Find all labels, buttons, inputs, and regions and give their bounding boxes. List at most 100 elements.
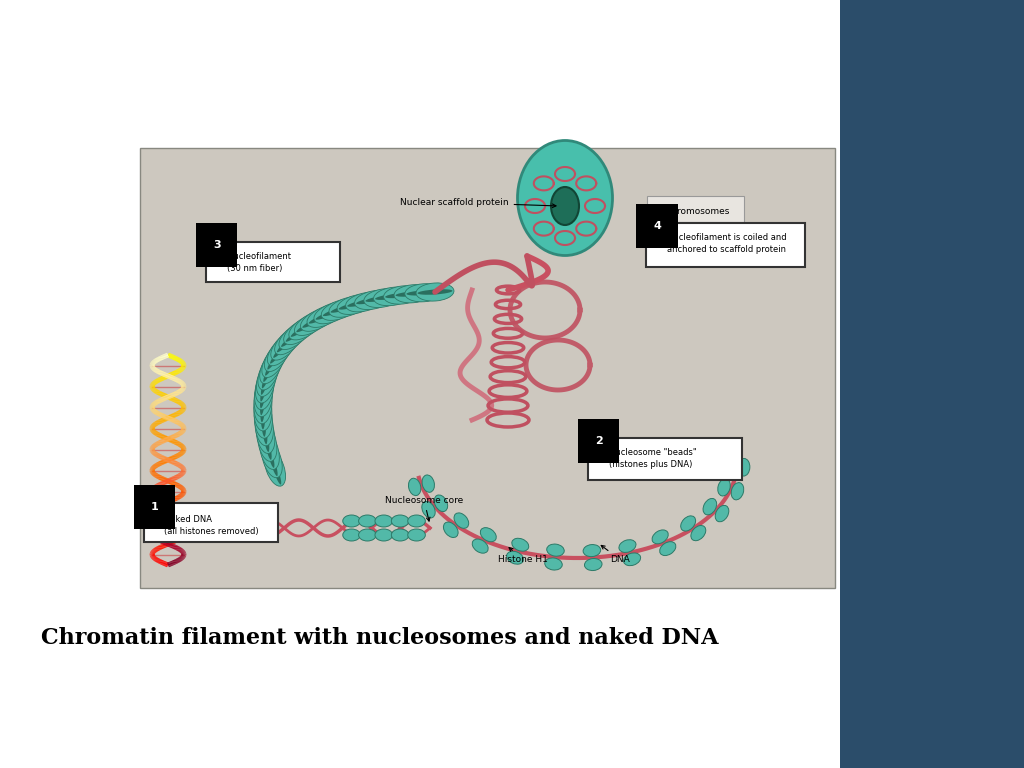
- Ellipse shape: [703, 498, 717, 515]
- Ellipse shape: [261, 409, 267, 444]
- Ellipse shape: [366, 294, 400, 302]
- Ellipse shape: [265, 346, 284, 376]
- Text: Nucleofilament is coiled and
anchored to scaffold protein: Nucleofilament is coiled and anchored to…: [667, 233, 786, 253]
- Ellipse shape: [263, 425, 271, 460]
- Ellipse shape: [583, 545, 601, 557]
- Text: Naked DNA
(all histones removed): Naked DNA (all histones removed): [164, 515, 259, 536]
- Ellipse shape: [261, 402, 266, 437]
- Ellipse shape: [270, 336, 293, 363]
- Ellipse shape: [300, 308, 335, 331]
- Text: Nucleosome "beads"
(histones plus DNA): Nucleosome "beads" (histones plus DNA): [609, 448, 696, 468]
- Ellipse shape: [307, 305, 342, 327]
- Ellipse shape: [416, 283, 454, 301]
- Ellipse shape: [261, 362, 273, 395]
- Ellipse shape: [364, 289, 401, 307]
- Ellipse shape: [276, 328, 303, 353]
- Ellipse shape: [339, 300, 373, 310]
- Text: Nucleosome core: Nucleosome core: [385, 496, 463, 521]
- Text: Chromatin filament with nucleosomes and naked DNA: Chromatin filament with nucleosomes and …: [41, 627, 719, 649]
- Ellipse shape: [295, 311, 329, 336]
- Ellipse shape: [407, 290, 441, 296]
- Ellipse shape: [254, 393, 272, 431]
- Ellipse shape: [454, 513, 469, 528]
- Ellipse shape: [308, 309, 341, 323]
- Ellipse shape: [422, 502, 435, 518]
- Bar: [840, 0, 1024, 768]
- Ellipse shape: [331, 301, 365, 313]
- Ellipse shape: [585, 558, 602, 571]
- Ellipse shape: [507, 551, 523, 564]
- Text: 4: 4: [653, 221, 660, 231]
- Ellipse shape: [263, 350, 280, 382]
- Ellipse shape: [659, 541, 676, 555]
- Bar: [140, 148, 835, 588]
- Ellipse shape: [337, 294, 374, 314]
- FancyBboxPatch shape: [588, 438, 742, 480]
- Ellipse shape: [545, 558, 562, 570]
- Ellipse shape: [286, 321, 314, 342]
- Ellipse shape: [262, 417, 269, 452]
- Ellipse shape: [260, 368, 270, 402]
- Ellipse shape: [274, 326, 305, 355]
- Ellipse shape: [358, 529, 376, 541]
- Ellipse shape: [267, 334, 295, 366]
- Ellipse shape: [404, 283, 442, 302]
- Ellipse shape: [256, 360, 278, 396]
- Ellipse shape: [358, 515, 376, 527]
- Ellipse shape: [624, 553, 641, 566]
- Ellipse shape: [408, 529, 425, 541]
- Ellipse shape: [255, 366, 275, 403]
- Ellipse shape: [281, 324, 308, 347]
- Ellipse shape: [385, 292, 420, 298]
- FancyBboxPatch shape: [647, 196, 744, 222]
- Ellipse shape: [254, 386, 272, 424]
- Ellipse shape: [268, 452, 282, 485]
- Ellipse shape: [262, 343, 287, 378]
- Ellipse shape: [422, 475, 434, 492]
- Text: 3: 3: [213, 240, 220, 250]
- Ellipse shape: [480, 528, 497, 541]
- Ellipse shape: [256, 415, 274, 453]
- Ellipse shape: [302, 311, 334, 328]
- Ellipse shape: [395, 291, 430, 296]
- Ellipse shape: [375, 293, 410, 300]
- Ellipse shape: [258, 354, 281, 390]
- FancyBboxPatch shape: [646, 223, 805, 267]
- Ellipse shape: [296, 314, 327, 333]
- Ellipse shape: [715, 505, 729, 521]
- FancyBboxPatch shape: [206, 242, 340, 282]
- Ellipse shape: [254, 400, 272, 439]
- Ellipse shape: [409, 478, 421, 495]
- Ellipse shape: [343, 529, 360, 541]
- Ellipse shape: [618, 540, 636, 552]
- Ellipse shape: [724, 458, 736, 475]
- Ellipse shape: [262, 356, 276, 389]
- Text: 2: 2: [595, 436, 603, 446]
- Ellipse shape: [354, 290, 392, 310]
- Ellipse shape: [329, 296, 366, 317]
- Ellipse shape: [264, 450, 286, 486]
- Ellipse shape: [273, 332, 297, 358]
- Ellipse shape: [260, 387, 265, 422]
- Ellipse shape: [260, 395, 265, 429]
- Text: DNA: DNA: [601, 545, 630, 564]
- Ellipse shape: [258, 424, 276, 462]
- Ellipse shape: [434, 495, 447, 511]
- Ellipse shape: [512, 538, 528, 551]
- Ellipse shape: [255, 408, 273, 445]
- Text: Histone H1: Histone H1: [498, 548, 548, 564]
- Ellipse shape: [375, 515, 392, 527]
- Ellipse shape: [289, 314, 323, 340]
- Text: Nuclear scaffold protein: Nuclear scaffold protein: [400, 198, 556, 207]
- Ellipse shape: [391, 515, 409, 527]
- Ellipse shape: [291, 317, 321, 337]
- Text: Chromosomes: Chromosomes: [665, 207, 729, 217]
- Ellipse shape: [408, 515, 425, 527]
- FancyBboxPatch shape: [144, 503, 278, 542]
- Ellipse shape: [284, 318, 316, 345]
- Ellipse shape: [375, 529, 392, 541]
- Ellipse shape: [260, 380, 266, 415]
- Ellipse shape: [264, 339, 291, 372]
- Ellipse shape: [681, 516, 695, 531]
- Ellipse shape: [259, 432, 280, 469]
